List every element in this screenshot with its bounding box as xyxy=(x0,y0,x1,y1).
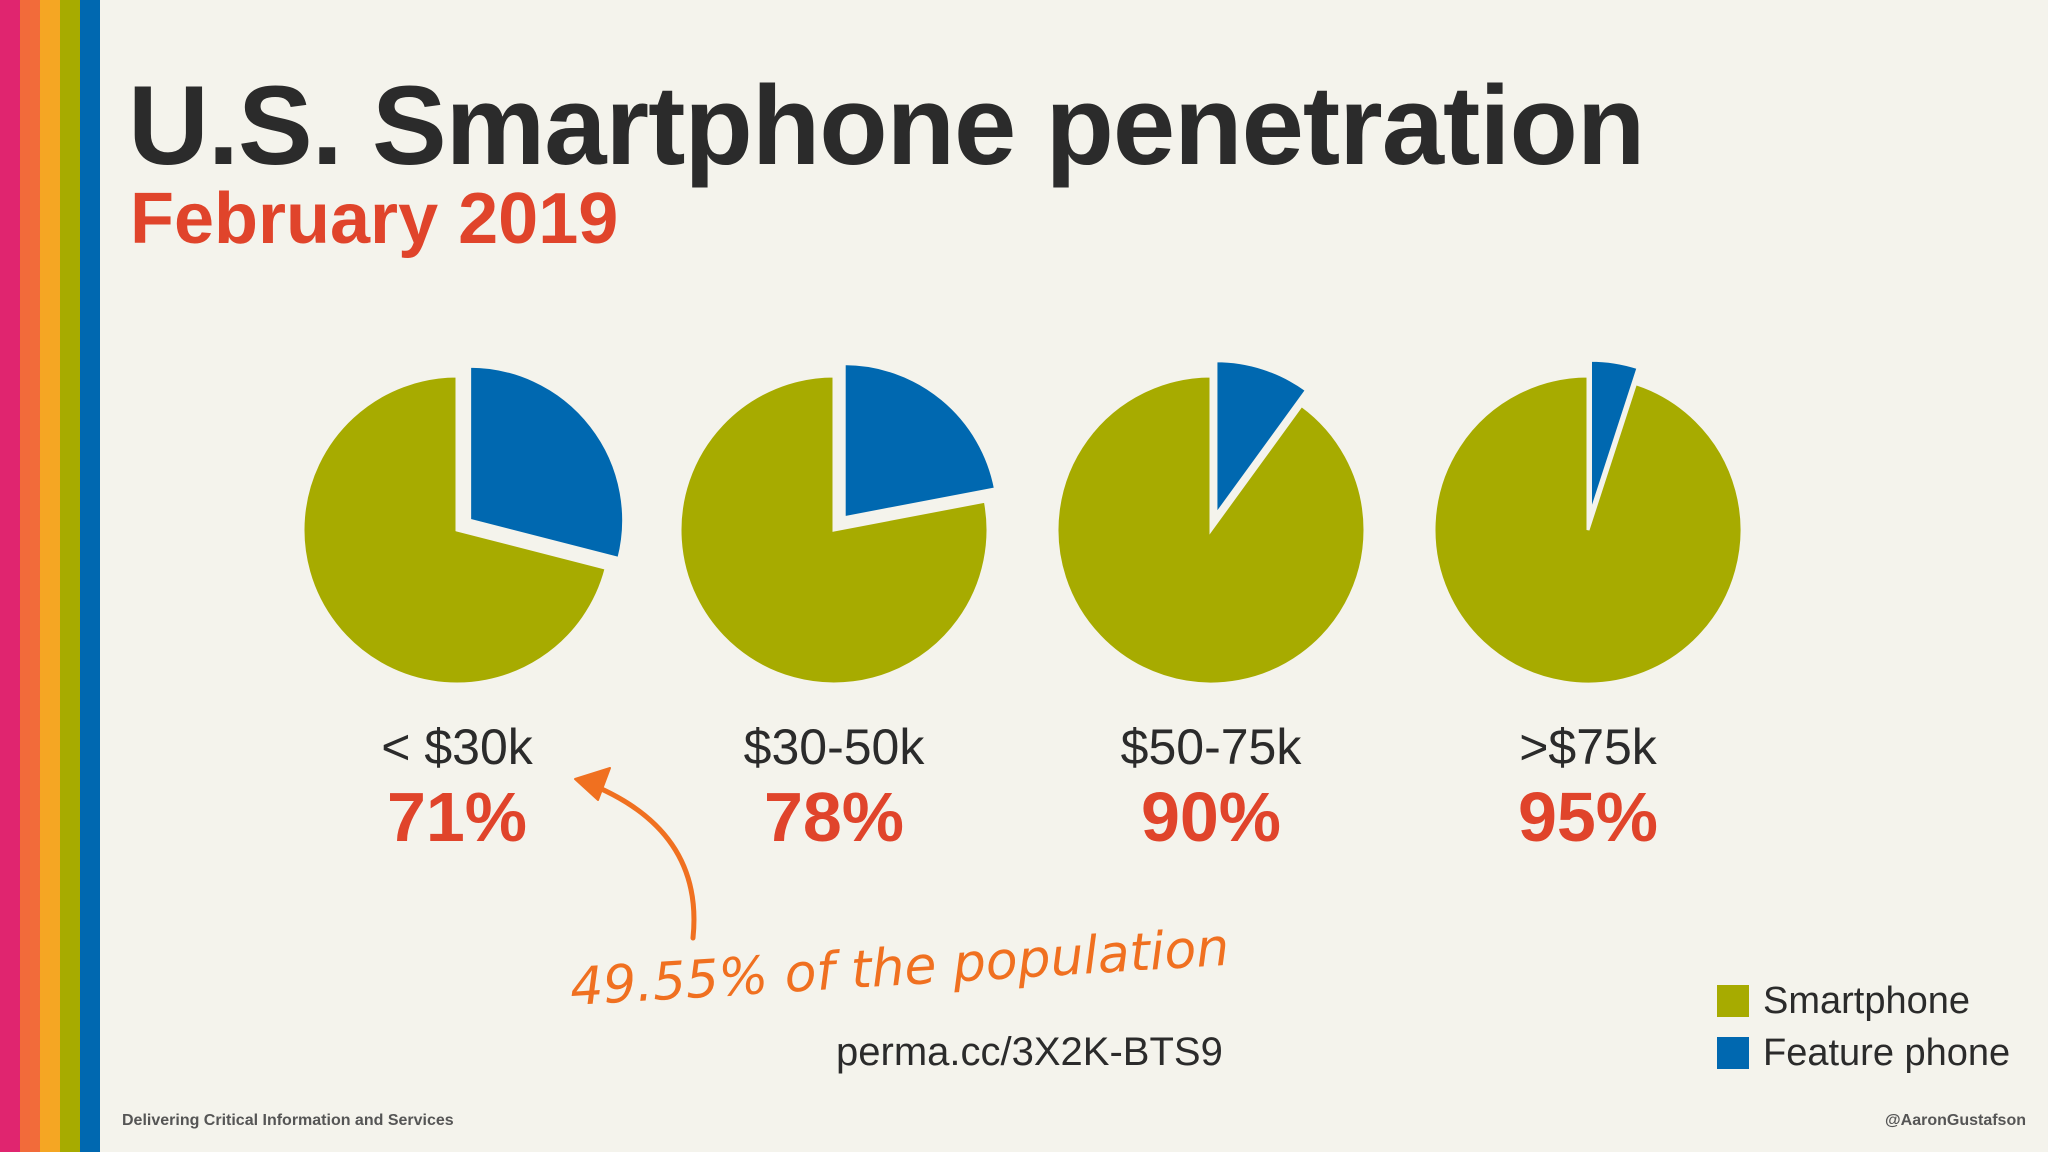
pie-slice-smartphone xyxy=(678,374,990,686)
pie-category-label: $30-50k xyxy=(743,719,925,775)
pie-label: $50-75k 90% xyxy=(1051,720,1371,856)
stripe-blue xyxy=(80,0,100,1152)
stripe-orange xyxy=(20,0,40,1152)
legend: Smartphone Feature phone xyxy=(1717,975,2010,1079)
pie-slice-smartphone xyxy=(1055,374,1367,686)
pie-slice-feature-phone xyxy=(1589,358,1640,515)
stripe-yellow xyxy=(40,0,60,1152)
pie-slice-smartphone xyxy=(301,374,608,686)
legend-swatch-smartphone xyxy=(1717,985,1749,1017)
pie-value-label: 78% xyxy=(763,778,905,856)
pie-value-label: 71% xyxy=(386,778,528,856)
footer-author-handle: @AaronGustafson xyxy=(1885,1112,2026,1129)
annotation-arrowhead xyxy=(574,767,611,801)
pie-slice-feature-phone xyxy=(1214,359,1309,520)
legend-label-smartphone: Smartphone xyxy=(1763,979,1971,1022)
footer-talk-title: Delivering Critical Information and Serv… xyxy=(122,1112,454,1129)
pie-label: $30-50k 78% xyxy=(674,720,994,856)
pie-slice-smartphone xyxy=(1432,374,1744,686)
legend-swatch-feature-phone xyxy=(1717,1037,1749,1069)
pie-value-label: 90% xyxy=(1140,778,1282,856)
pie-value-label: 95% xyxy=(1517,778,1659,856)
pie-category-label: >$75k xyxy=(1519,719,1657,775)
pie-slice-feature-phone xyxy=(842,362,998,520)
pie-slice-feature-phone xyxy=(468,364,626,561)
pie-label: >$75k 95% xyxy=(1428,720,1748,856)
pie-category-label: < $30k xyxy=(381,719,533,775)
slide-subtitle: February 2019 xyxy=(130,179,619,259)
legend-label-feature-phone: Feature phone xyxy=(1763,1031,2011,1074)
pie-label: < $30k 71% xyxy=(297,720,617,856)
annotation-arrow xyxy=(582,779,697,941)
stripe-olive xyxy=(60,0,80,1152)
rainbow-stripes xyxy=(0,0,100,1152)
source-link[interactable]: perma.cc/3X2K-BTS9 xyxy=(836,1030,1223,1074)
stripe-pink xyxy=(0,0,20,1152)
pie-category-label: $50-75k xyxy=(1120,719,1302,775)
slide-title: U.S. Smartphone penetration xyxy=(128,63,1645,188)
legend-item-smartphone: Smartphone xyxy=(1717,975,2010,1027)
legend-item-feature-phone: Feature phone xyxy=(1717,1027,2010,1079)
